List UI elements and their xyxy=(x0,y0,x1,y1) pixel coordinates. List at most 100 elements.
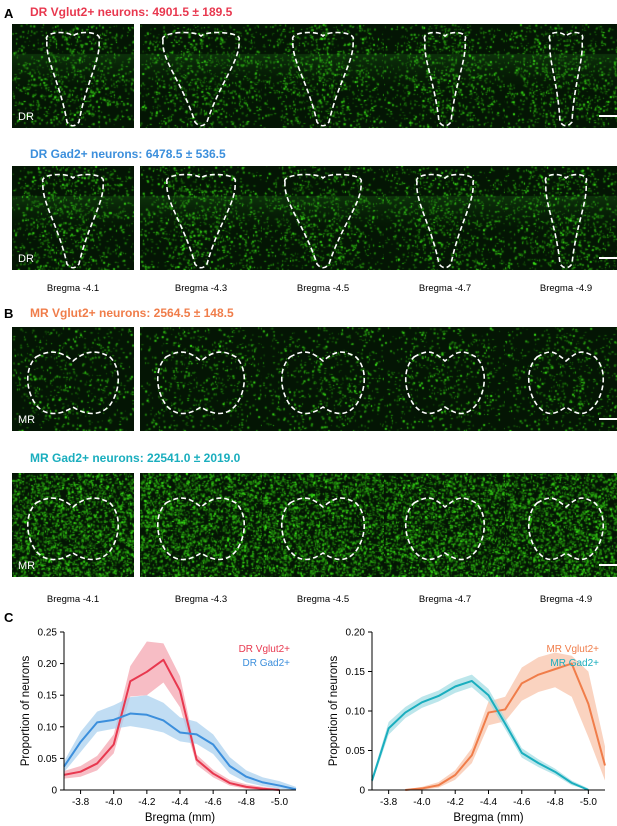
scale-bar xyxy=(599,115,617,117)
scale-bar xyxy=(599,418,617,420)
y-axis-label: Proportion of neurons xyxy=(328,655,340,766)
series-1-line xyxy=(63,658,280,791)
region-outline xyxy=(26,497,120,561)
micrograph-dr-row1-col5 xyxy=(505,24,617,128)
bregma-label: Bregma -4.3 xyxy=(174,283,228,294)
micrograph-dr-row2-col1: DR xyxy=(12,166,134,270)
region-outline xyxy=(162,31,240,127)
micrograph-mr-row4-col1: MR xyxy=(12,473,134,577)
region-outline xyxy=(26,351,120,415)
x-tick-label: -3.8 xyxy=(72,797,90,808)
micrograph-dr-row2-col5 xyxy=(505,166,617,270)
micrograph-mr-row3-col1: MR xyxy=(12,327,134,431)
legend-entry: MR Gad2+ xyxy=(550,658,599,669)
y-tick-label: 0.20 xyxy=(38,659,58,670)
mr-vglut2-title-main: MR Vglut2+ neurons: 2564.5 ± 148.5 xyxy=(30,306,234,320)
legend-entry: DR Vglut2+ xyxy=(239,644,291,655)
x-tick-label: -4.8 xyxy=(546,797,564,808)
x-tick-label: -5.0 xyxy=(580,797,598,808)
bregma-label: Bregma -4.9 xyxy=(539,594,593,605)
y-tick-label: 0.10 xyxy=(38,722,58,733)
micrograph-mr-row3-col3 xyxy=(262,327,384,431)
micrograph-dr-row1-col2 xyxy=(140,24,262,128)
bregma-label: Bregma -4.9 xyxy=(539,283,593,294)
region-outline xyxy=(280,351,366,415)
micrograph-dr-row1-col3 xyxy=(262,24,384,128)
bregma-label: Bregma -4.5 xyxy=(296,283,350,294)
region-outline xyxy=(156,497,246,561)
bregma-label: Bregma -4.7 xyxy=(418,283,472,294)
y-tick-label: 0.05 xyxy=(38,754,58,765)
region-outline xyxy=(156,351,246,415)
y-axis-label: Proportion of neurons xyxy=(20,655,32,766)
panel-letter-c: C xyxy=(4,610,14,625)
x-tick-label: -4.6 xyxy=(205,797,223,808)
dr-vglut2-title: DR Vglut2+ neurons: 4901.5 ± 189.5 xyxy=(30,5,232,19)
series-2-line xyxy=(371,679,589,791)
x-tick-label: -4.0 xyxy=(413,797,431,808)
bregma-label: Bregma -4.1 xyxy=(46,594,100,605)
y-tick-label: 0.20 xyxy=(346,628,366,639)
y-tick-label: 0.10 xyxy=(346,707,366,718)
region-outline xyxy=(544,173,588,269)
micrograph-dr-row2-col4 xyxy=(384,166,506,270)
scale-bar xyxy=(599,564,617,566)
micrograph-mr-row4-col3 xyxy=(262,473,384,577)
x-tick-label: -4.2 xyxy=(138,797,156,808)
y-tick-label: 0 xyxy=(51,786,57,797)
x-tick-label: -4.6 xyxy=(513,797,531,808)
series-1-line xyxy=(405,662,606,791)
region-outline xyxy=(527,351,605,415)
dr-distribution-chart: 0 0.05 0.10 0.15 0.20 0.25 -3.8 -4.0 -4.2 -4.4 -4.… xyxy=(20,628,297,824)
y-tick-label: 0 xyxy=(359,786,365,797)
region-outline xyxy=(284,173,362,269)
x-tick-label: -3.8 xyxy=(380,797,398,808)
micrograph-mr-row3-col4 xyxy=(384,327,506,431)
mr-gad2-title: MR Gad2+ neurons: 22541.0 ± 2019.0 xyxy=(30,451,240,465)
region-outline xyxy=(42,173,104,269)
region-outline xyxy=(404,351,486,415)
bregma-label: Bregma -4.7 xyxy=(418,594,472,605)
series-1-error-band xyxy=(64,641,280,790)
region-label: DR xyxy=(18,253,34,265)
x-tick-label: -4.2 xyxy=(447,797,465,808)
y-tick-label: 0.15 xyxy=(346,667,366,678)
bregma-label: Bregma -4.5 xyxy=(296,594,350,605)
x-tick-label: -5.0 xyxy=(271,797,289,808)
region-outline xyxy=(527,497,605,561)
micrograph-dr-row1-col1: DR xyxy=(12,24,134,128)
mr-gad2-title-main: MR Gad2+ neurons: 22541.0 ± 2019.0 xyxy=(30,451,241,465)
dr-vglut2-title-count: : 4901.5 ± 189.5 xyxy=(145,5,233,19)
micrograph-mr-row3-col5 xyxy=(505,327,617,431)
region-outline xyxy=(45,31,101,127)
y-tick-label: 0.05 xyxy=(346,746,366,757)
x-tick-label: -4.8 xyxy=(238,797,256,808)
region-outline xyxy=(404,497,486,561)
micrograph-dr-row1-col4 xyxy=(384,24,506,128)
micrograph-dr-row2-col3 xyxy=(262,166,384,270)
series-2-line xyxy=(63,712,297,791)
region-outline xyxy=(280,497,366,561)
scale-bar xyxy=(599,257,617,259)
micrograph-mr-row4-col4 xyxy=(384,473,506,577)
y-tick-label: 0.15 xyxy=(38,691,58,702)
y-tick-label: 0.25 xyxy=(38,628,58,639)
region-outline xyxy=(416,173,474,269)
micrograph-mr-row4-col5 xyxy=(505,473,617,577)
bregma-label: Bregma -4.3 xyxy=(174,594,228,605)
x-tick-label: -4.4 xyxy=(480,797,498,808)
bregma-label: Bregma -4.1 xyxy=(46,283,100,294)
micrograph-mr-row3-col2 xyxy=(140,327,262,431)
region-label: DR xyxy=(18,111,34,123)
x-tick-label: -4.0 xyxy=(105,797,123,808)
mr-distribution-chart: 0 0.05 0.10 0.15 0.20 -3.8 -4.0 -4.2 -4.4 -4.6 -4.… xyxy=(328,628,606,824)
mr-vglut2-title: MR Vglut2+ neurons: 2564.5 ± 148.5 xyxy=(30,306,234,320)
panel-letter-a: A xyxy=(4,6,14,21)
x-axis-label: Bregma (mm) xyxy=(145,812,215,824)
region-outline xyxy=(166,173,236,269)
region-outline xyxy=(292,31,354,127)
series-2-error-band xyxy=(64,695,296,790)
micrograph-dr-row2-col2 xyxy=(140,166,262,270)
region-label: MR xyxy=(18,560,36,572)
region-label: MR xyxy=(18,414,36,426)
